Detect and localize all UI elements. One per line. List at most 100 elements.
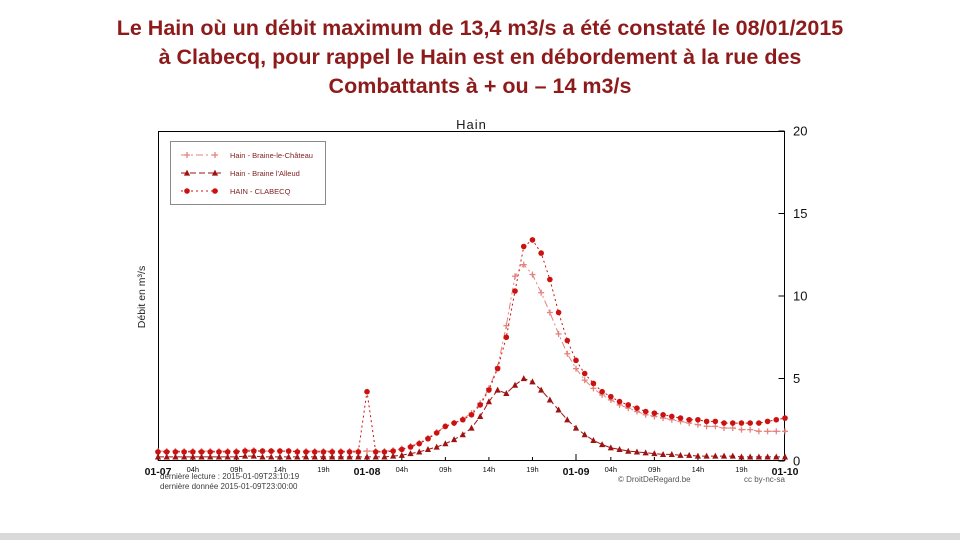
circle-marker-icon bbox=[399, 446, 405, 453]
x-tick-label: 14h bbox=[692, 465, 705, 474]
circle-marker-icon bbox=[494, 365, 501, 372]
triangle-marker-icon bbox=[755, 453, 762, 460]
circle-marker-icon bbox=[712, 418, 719, 425]
triangle-marker-icon bbox=[215, 453, 223, 460]
circle-marker-icon bbox=[250, 448, 257, 454]
series-1 bbox=[154, 375, 789, 460]
y-tick-label: 15 bbox=[793, 206, 807, 221]
circle-marker-icon bbox=[355, 449, 362, 455]
x-tick-label: 04h bbox=[396, 465, 409, 474]
triangle-marker-icon bbox=[520, 375, 527, 382]
x-tick-label: 09h bbox=[230, 465, 243, 474]
plus-marker-icon bbox=[773, 428, 780, 435]
triangle-marker-icon bbox=[485, 398, 493, 405]
x-tick-label: 19h bbox=[317, 465, 330, 474]
legend-line-sample-icon bbox=[181, 188, 221, 194]
triangle-marker-icon bbox=[668, 451, 675, 457]
circle-marker-icon bbox=[616, 398, 623, 405]
circle-marker-icon bbox=[207, 449, 214, 455]
plus-marker-icon bbox=[212, 152, 218, 158]
triangle-marker-icon bbox=[712, 452, 719, 459]
circle-marker-icon bbox=[477, 402, 484, 408]
copyright-text: © DroitDeRegard.be bbox=[618, 475, 691, 484]
page-title-line3: Combattants à + ou – 14 m3/s bbox=[328, 74, 632, 98]
circle-marker-icon bbox=[668, 413, 675, 420]
triangle-marker-icon bbox=[302, 453, 310, 460]
triangle-marker-icon bbox=[720, 452, 728, 459]
circle-marker-icon bbox=[198, 449, 205, 455]
circle-marker-icon bbox=[172, 449, 179, 455]
triangle-marker-icon bbox=[590, 436, 597, 443]
plus-marker-icon bbox=[729, 425, 736, 431]
circle-marker-icon bbox=[503, 334, 510, 341]
circle-marker-icon bbox=[520, 243, 527, 250]
plus-marker-icon bbox=[503, 322, 510, 329]
circle-marker-icon bbox=[590, 380, 597, 387]
circle-marker-icon bbox=[625, 402, 632, 408]
plot-svg: 01-07 04h 09h 14h 19h 01-08 04h 09h 14h 19h 01-09 0… bbox=[145, 124, 808, 479]
triangle-marker-icon bbox=[189, 453, 196, 460]
triangle-marker-icon bbox=[625, 447, 632, 454]
plus-marker-icon bbox=[538, 289, 545, 296]
triangle-marker-icon bbox=[477, 413, 484, 420]
circle-marker-icon bbox=[346, 449, 353, 455]
circle-marker-icon bbox=[547, 276, 553, 283]
plus-marker-icon bbox=[564, 350, 571, 357]
triangle-marker-icon bbox=[572, 424, 580, 431]
circle-marker-icon bbox=[512, 288, 518, 294]
circle-marker-icon bbox=[660, 412, 666, 418]
circle-marker-icon bbox=[564, 337, 571, 344]
triangle-marker-icon bbox=[564, 416, 571, 423]
triangle-marker-icon bbox=[651, 450, 658, 457]
series-2 bbox=[155, 237, 788, 455]
plus-marker-icon bbox=[703, 423, 710, 430]
triangle-marker-icon bbox=[642, 449, 649, 456]
circle-marker-icon bbox=[216, 449, 222, 455]
circle-marker-icon bbox=[651, 410, 658, 416]
circle-marker-icon bbox=[486, 387, 492, 393]
triangle-marker-icon bbox=[285, 453, 292, 460]
circle-marker-icon bbox=[381, 449, 388, 455]
triangle-marker-icon bbox=[581, 431, 588, 438]
triangle-marker-icon bbox=[355, 453, 362, 460]
circle-marker-icon bbox=[433, 430, 440, 436]
triangle-marker-icon bbox=[607, 444, 614, 451]
triangle-marker-icon bbox=[181, 453, 188, 460]
triangle-marker-icon bbox=[363, 453, 371, 460]
circle-marker-icon bbox=[320, 449, 327, 455]
triangle-marker-icon bbox=[677, 451, 684, 458]
plus-marker-icon bbox=[555, 330, 562, 337]
circle-marker-icon bbox=[529, 237, 536, 243]
x-tick-label: 14h bbox=[483, 465, 496, 474]
triangle-marker-icon bbox=[390, 452, 397, 459]
circle-marker-icon bbox=[294, 449, 301, 455]
triangle-marker-icon bbox=[494, 386, 501, 393]
circle-marker-icon bbox=[372, 449, 379, 455]
plus-marker-icon bbox=[694, 421, 701, 428]
circle-marker-icon bbox=[212, 188, 218, 194]
y-tick-label: 10 bbox=[793, 289, 807, 304]
circle-marker-icon bbox=[451, 420, 457, 426]
triangle-marker-icon bbox=[738, 453, 745, 460]
plus-marker-icon bbox=[581, 377, 588, 384]
triangle-marker-icon bbox=[233, 453, 240, 460]
triangle-marker-icon bbox=[268, 453, 275, 460]
triangle-marker-icon bbox=[773, 453, 780, 460]
circle-marker-icon bbox=[686, 416, 693, 423]
x-tick-label: 01-07 bbox=[145, 466, 172, 478]
legend-label: HAIN - CLABECQ bbox=[230, 186, 291, 196]
x-tick-label: 09h bbox=[648, 465, 661, 474]
circle-marker-icon bbox=[695, 416, 701, 423]
triangle-marker-icon bbox=[250, 452, 257, 459]
circle-marker-icon bbox=[738, 420, 745, 426]
circle-marker-icon bbox=[311, 449, 318, 455]
circle-marker-icon bbox=[442, 423, 449, 430]
triangle-marker-icon bbox=[381, 453, 388, 460]
triangle-marker-icon bbox=[372, 453, 379, 460]
triangle-marker-icon bbox=[172, 453, 179, 460]
footer-readings: dernière lecture : 2015-01-09T23:10:19 d… bbox=[160, 472, 299, 491]
last-reading-text: dernière lecture : 2015-01-09T23:10:19 bbox=[160, 472, 300, 481]
triangle-marker-icon bbox=[259, 453, 266, 460]
triangle-marker-icon bbox=[686, 451, 693, 458]
circle-marker-icon bbox=[338, 449, 344, 455]
